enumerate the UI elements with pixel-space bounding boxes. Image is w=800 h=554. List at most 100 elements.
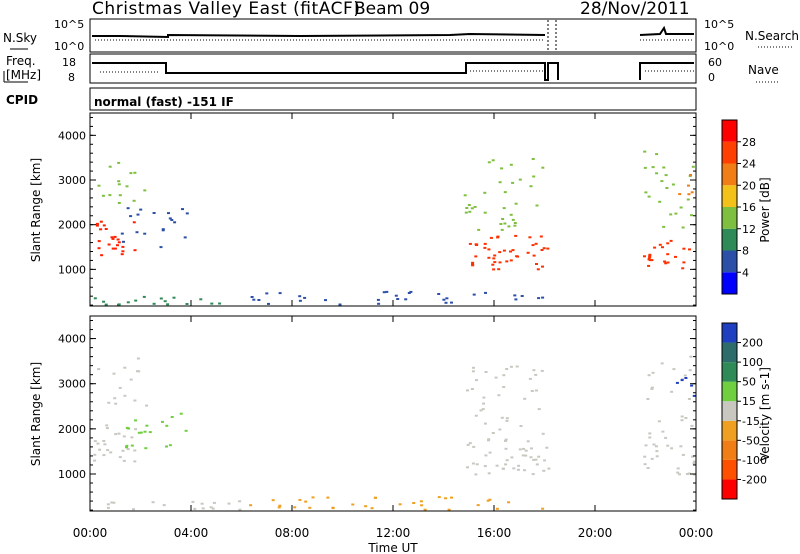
range-cell bbox=[116, 238, 120, 241]
range-cell bbox=[398, 503, 402, 506]
range-cell bbox=[513, 224, 517, 227]
range-cell bbox=[370, 507, 374, 510]
range-cell bbox=[468, 442, 472, 445]
range-cell bbox=[181, 208, 184, 211]
range-cell bbox=[681, 226, 685, 229]
range-cell bbox=[655, 172, 659, 175]
range-cell bbox=[161, 420, 164, 423]
range-cell bbox=[679, 206, 683, 209]
range-cell bbox=[690, 214, 693, 217]
range-cell bbox=[494, 376, 498, 379]
range-cell bbox=[650, 388, 654, 390]
range-cell bbox=[488, 498, 492, 501]
range-cell bbox=[540, 369, 544, 372]
range-cell bbox=[267, 302, 270, 305]
range-cell bbox=[529, 185, 533, 188]
range-cell bbox=[504, 439, 507, 442]
range-cell bbox=[487, 256, 491, 259]
range-cell bbox=[471, 370, 475, 373]
range-cell bbox=[106, 506, 110, 509]
range-cell bbox=[298, 295, 302, 298]
range-cell bbox=[218, 302, 222, 305]
range-cell bbox=[489, 236, 493, 239]
range-cell bbox=[643, 463, 647, 466]
range-cell bbox=[108, 165, 112, 168]
colorbar-swatch bbox=[722, 250, 737, 273]
range-cell bbox=[447, 508, 451, 511]
colorbar-tick-label: -15 bbox=[742, 415, 760, 428]
range-cell bbox=[503, 191, 507, 194]
colorbar-swatch bbox=[722, 342, 737, 363]
range-cell bbox=[541, 166, 545, 169]
range-cell bbox=[122, 240, 125, 243]
range-cell bbox=[376, 298, 380, 301]
range-cell bbox=[530, 390, 534, 392]
range-cell bbox=[467, 204, 471, 206]
range-cell bbox=[252, 298, 256, 301]
range-cell bbox=[664, 174, 668, 177]
colorbar-swatch bbox=[722, 401, 737, 421]
time-x-ticks: 00:00 04:00 08:00 12:00 16:00 20:00 00:00 bbox=[73, 113, 714, 540]
range-cell bbox=[531, 473, 535, 476]
nsky-top-tick: 10^5 bbox=[54, 18, 84, 31]
range-cell bbox=[308, 506, 312, 509]
range-cell bbox=[650, 386, 654, 389]
colorbar-tick-label: 200 bbox=[742, 337, 763, 350]
range-cell bbox=[680, 415, 684, 418]
x-tick-label: 08:00 bbox=[275, 526, 310, 540]
y-tick-label: 1000 bbox=[58, 468, 86, 481]
range-cell bbox=[648, 253, 652, 256]
range-cell bbox=[498, 251, 502, 254]
range-cell bbox=[692, 394, 696, 397]
range-cell bbox=[488, 451, 492, 454]
range-cell bbox=[486, 499, 490, 502]
range-cell bbox=[110, 501, 114, 504]
colorbar-tick-label: 24 bbox=[742, 158, 756, 171]
range-cell bbox=[499, 223, 503, 225]
range-cell bbox=[468, 242, 472, 245]
colorbar-swatch bbox=[722, 272, 737, 294]
range-cell bbox=[377, 302, 381, 305]
range-cell bbox=[120, 253, 124, 256]
range-cell bbox=[412, 502, 416, 504]
range-cell bbox=[471, 462, 475, 465]
range-cell bbox=[666, 261, 670, 264]
range-cell bbox=[505, 368, 509, 370]
colorbar-tick-label: -100 bbox=[742, 454, 767, 467]
range-cell bbox=[526, 440, 530, 443]
range-cell bbox=[466, 389, 469, 392]
range-cell bbox=[534, 389, 538, 392]
range-cell bbox=[464, 211, 468, 214]
range-cell bbox=[690, 424, 694, 427]
cpid-panel: CPID normal (fast) -151 IF bbox=[6, 87, 697, 111]
range-cell bbox=[532, 369, 536, 372]
range-cell bbox=[129, 378, 133, 381]
range-cell bbox=[470, 388, 474, 390]
range-cell bbox=[93, 297, 97, 300]
range-cell bbox=[179, 412, 183, 415]
range-cell bbox=[117, 180, 121, 183]
range-cell bbox=[148, 431, 152, 434]
range-cell bbox=[105, 424, 109, 427]
range-cell bbox=[687, 398, 691, 400]
range-cell bbox=[136, 213, 140, 216]
range-cell bbox=[450, 496, 453, 499]
range-cell bbox=[450, 301, 453, 304]
range-cell bbox=[514, 298, 518, 301]
x-tick-label: 00:00 bbox=[679, 526, 714, 540]
range-cell bbox=[117, 303, 120, 306]
range-cell bbox=[483, 422, 487, 425]
range-cell bbox=[683, 374, 687, 377]
range-cell bbox=[498, 261, 502, 264]
range-cell bbox=[382, 291, 386, 294]
range-cell bbox=[519, 425, 523, 427]
range-cell bbox=[472, 366, 475, 369]
range-cell bbox=[648, 256, 652, 259]
range-cell bbox=[537, 297, 541, 300]
range-cell bbox=[688, 248, 691, 251]
range-cell bbox=[97, 240, 101, 243]
x-tick-label: 20:00 bbox=[578, 526, 613, 540]
range-cell bbox=[650, 457, 654, 460]
range-cell bbox=[493, 261, 497, 264]
range-cell bbox=[130, 436, 134, 439]
